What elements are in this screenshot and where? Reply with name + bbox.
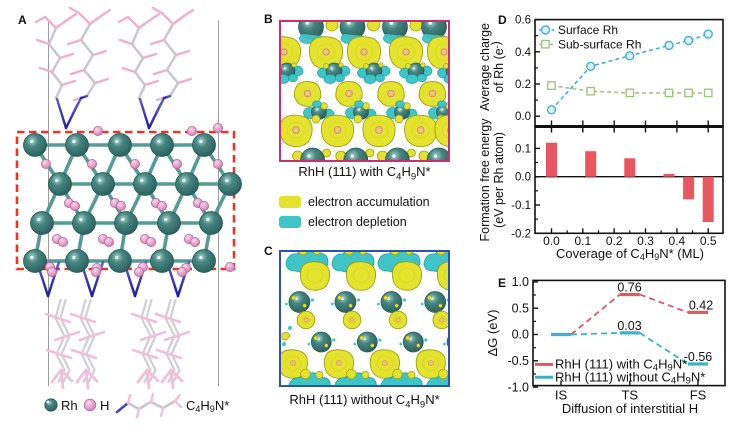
svg-text:0.0: 0.0 [515,111,531,123]
svg-text:0.2: 0.2 [515,79,531,91]
svg-text:0.42: 0.42 [689,298,713,312]
svg-text:0.76: 0.76 [617,281,641,295]
svg-text:-0.1: -0.1 [511,200,531,212]
svg-text:Sub-surface Rh: Sub-surface Rh [558,37,641,51]
svg-text:1.0: 1.0 [512,275,529,289]
svg-text:FS: FS [690,388,707,403]
svg-text:0.3: 0.3 [637,234,654,248]
svg-text:-0.56: -0.56 [684,350,713,364]
svg-text:-1.0: -1.0 [507,380,529,394]
svg-text:0.6: 0.6 [515,15,531,27]
svg-text:0.4: 0.4 [669,234,686,248]
svg-text:-0.2: -0.2 [511,228,531,240]
svg-text:C4H9N*: C4H9N* [186,398,229,414]
svg-text:TS: TS [621,388,638,403]
svg-text:0.0: 0.0 [515,172,531,184]
svg-text:ΔG (eV): ΔG (eV) [485,310,500,357]
svg-text:0.0: 0.0 [543,234,560,248]
svg-text:0.03: 0.03 [617,319,641,333]
svg-text:Surface Rh: Surface Rh [558,23,618,37]
svg-text:0.4: 0.4 [515,47,532,59]
svg-text:Diffusion of interstitial H: Diffusion of interstitial H [562,401,698,416]
svg-text:0.0: 0.0 [512,328,529,342]
svg-text:E: E [498,276,506,290]
svg-text:Formation free energy: Formation free energy [480,118,492,242]
svg-text:D: D [498,13,507,27]
svg-text:H: H [100,398,109,413]
svg-text:0.2: 0.2 [606,234,623,248]
svg-text:Rh: Rh [61,398,78,413]
svg-text:Average charge: Average charge [480,23,492,111]
svg-text:of Rh (e-): of Rh (e-) [489,41,506,93]
svg-text:-0.5: -0.5 [507,354,529,368]
svg-text:RhH (111) without C4H9N*: RhH (111) without C4H9N* [555,370,705,387]
svg-text:(eV per Rh atom): (eV per Rh atom) [492,132,506,228]
svg-text:0.5: 0.5 [512,301,529,315]
svg-text:Coverage of C4H9N* (ML): Coverage of C4H9N* (ML) [556,246,704,262]
svg-text:0.1: 0.1 [515,143,531,155]
svg-text:0.5: 0.5 [700,234,717,248]
svg-text:A: A [18,13,27,27]
svg-text:0.1: 0.1 [574,234,591,248]
svg-text:IS: IS [555,388,568,403]
